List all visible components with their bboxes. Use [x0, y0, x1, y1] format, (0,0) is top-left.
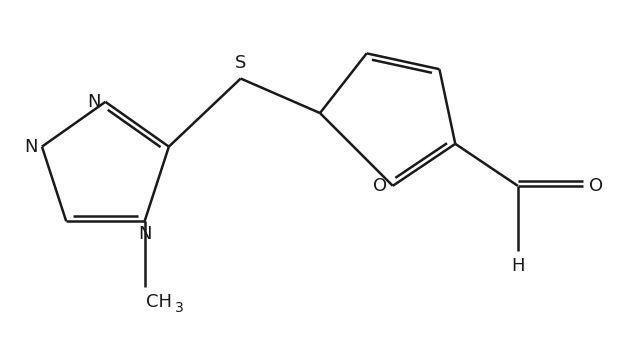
Text: O: O [373, 177, 387, 195]
Text: S: S [235, 54, 246, 72]
Text: N: N [24, 138, 37, 156]
Text: CH: CH [147, 293, 172, 311]
Text: 3: 3 [175, 301, 183, 315]
Text: N: N [138, 225, 151, 243]
Text: O: O [589, 177, 603, 195]
Text: N: N [87, 93, 100, 111]
Text: H: H [511, 257, 525, 275]
